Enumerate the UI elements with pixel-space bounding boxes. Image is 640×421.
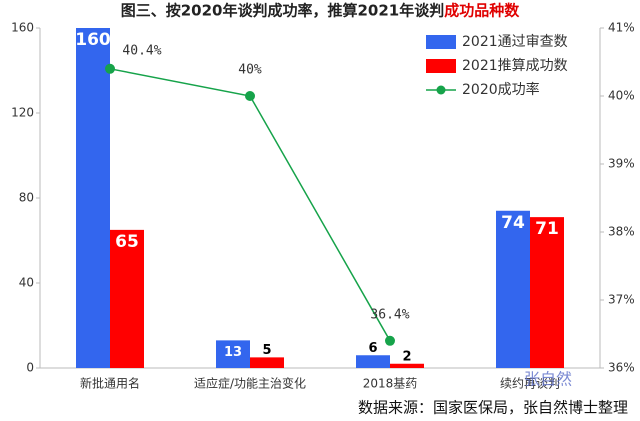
y2-tick-label: 38% — [608, 225, 635, 239]
bar — [530, 217, 564, 368]
y-tick-label: 40 — [19, 276, 34, 290]
line-point — [245, 91, 255, 101]
legend-swatch — [426, 59, 456, 73]
bar — [250, 357, 284, 368]
legend-label: 2020成功率 — [462, 81, 540, 98]
chart-title: 图三、按2020年谈判成功率，推算2021年谈判 — [121, 2, 445, 20]
y2-tick-label: 36% — [608, 361, 635, 375]
legend-marker — [436, 85, 446, 95]
legend-swatch — [426, 35, 456, 49]
data-label: 74 — [501, 213, 525, 233]
x-tick-label: 适应症/功能主治变化 — [194, 376, 306, 391]
legend-label: 2021通过审查数 — [462, 34, 568, 50]
data-label: 71 — [535, 219, 559, 239]
x-tick-label: 续约再谈判 — [500, 376, 560, 391]
data-label: 65 — [115, 232, 139, 252]
line-point — [105, 63, 115, 74]
legend-label: 2021推算成功数 — [462, 58, 568, 74]
bar — [216, 340, 250, 368]
data-label: 40% — [238, 63, 262, 78]
data-label: 40.4% — [122, 43, 161, 58]
data-label: 5 — [262, 343, 271, 358]
y2-tick-label: 41% — [608, 21, 635, 35]
line-series — [109, 68, 391, 342]
bar — [390, 363, 424, 368]
bar — [76, 28, 110, 368]
data-label: 6 — [368, 341, 377, 356]
y-tick-label: 160 — [11, 21, 34, 35]
data-label: 2 — [402, 349, 411, 364]
y2-tick-label: 37% — [608, 293, 635, 307]
x-tick-label: 2018基药 — [363, 377, 418, 391]
chart-title-highlight: 成功品种数 — [444, 2, 520, 20]
watermark: 张自然 — [524, 370, 572, 389]
source-note: 数据来源：国家医保局，张自然博士整理 — [358, 399, 628, 417]
y-tick-label: 80 — [19, 191, 34, 205]
y2-tick-label: 39% — [608, 157, 635, 171]
bar — [496, 210, 530, 368]
y-tick-label: 120 — [11, 106, 34, 120]
x-tick-label: 新批通用名 — [80, 376, 140, 391]
line-point — [385, 335, 395, 346]
data-label: 13 — [224, 345, 242, 360]
bar — [356, 355, 390, 368]
y-tick-label: 0 — [26, 361, 34, 375]
data-label: 160 — [75, 30, 111, 50]
y2-tick-label: 40% — [608, 89, 635, 103]
bar — [110, 229, 144, 368]
data-label: 36.4% — [370, 307, 409, 322]
